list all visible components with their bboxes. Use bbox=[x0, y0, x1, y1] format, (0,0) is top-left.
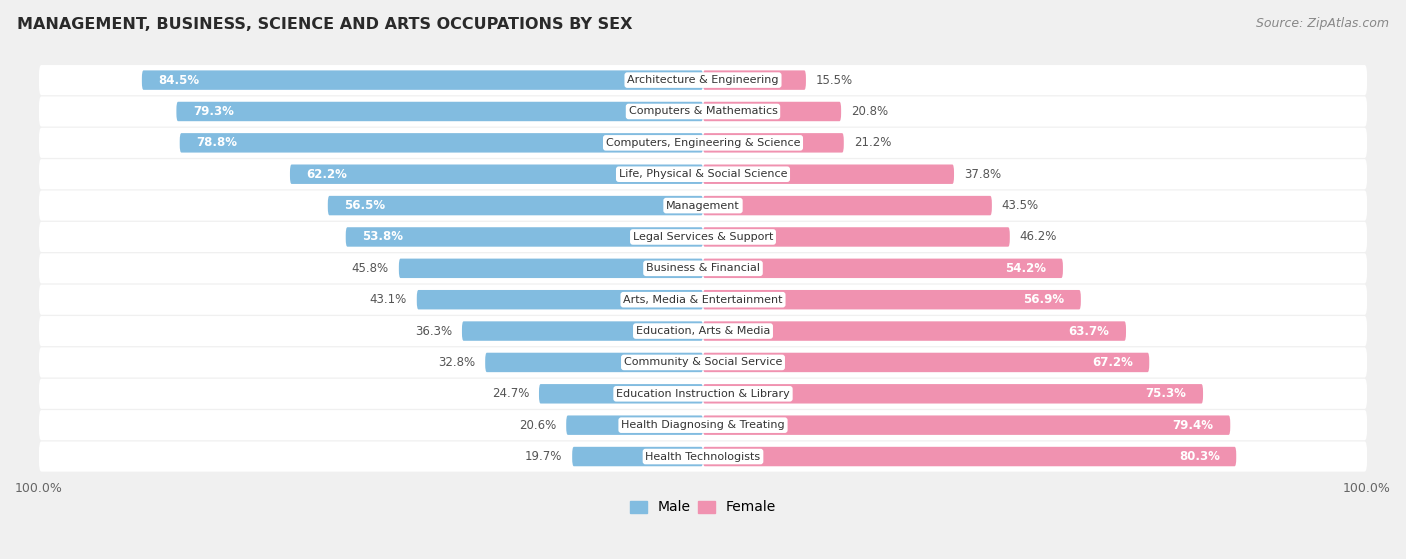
Text: Education, Arts & Media: Education, Arts & Media bbox=[636, 326, 770, 336]
Text: 21.2%: 21.2% bbox=[853, 136, 891, 149]
FancyBboxPatch shape bbox=[39, 285, 1367, 315]
FancyBboxPatch shape bbox=[142, 70, 703, 90]
Text: Arts, Media & Entertainment: Arts, Media & Entertainment bbox=[623, 295, 783, 305]
FancyBboxPatch shape bbox=[703, 447, 1236, 466]
Text: 36.3%: 36.3% bbox=[415, 325, 451, 338]
FancyBboxPatch shape bbox=[290, 164, 703, 184]
Text: Health Diagnosing & Treating: Health Diagnosing & Treating bbox=[621, 420, 785, 430]
Text: 84.5%: 84.5% bbox=[159, 74, 200, 87]
Text: 19.7%: 19.7% bbox=[524, 450, 562, 463]
Text: Legal Services & Support: Legal Services & Support bbox=[633, 232, 773, 242]
Text: 62.2%: 62.2% bbox=[307, 168, 347, 181]
Text: 43.1%: 43.1% bbox=[370, 293, 406, 306]
Text: 63.7%: 63.7% bbox=[1069, 325, 1109, 338]
FancyBboxPatch shape bbox=[39, 159, 1367, 190]
FancyBboxPatch shape bbox=[703, 70, 806, 90]
Text: 78.8%: 78.8% bbox=[197, 136, 238, 149]
Text: Education Instruction & Library: Education Instruction & Library bbox=[616, 389, 790, 399]
FancyBboxPatch shape bbox=[703, 164, 955, 184]
Text: 53.8%: 53.8% bbox=[363, 230, 404, 244]
FancyBboxPatch shape bbox=[485, 353, 703, 372]
Text: 20.6%: 20.6% bbox=[519, 419, 557, 432]
FancyBboxPatch shape bbox=[399, 259, 703, 278]
FancyBboxPatch shape bbox=[538, 384, 703, 404]
FancyBboxPatch shape bbox=[39, 222, 1367, 252]
Text: Architecture & Engineering: Architecture & Engineering bbox=[627, 75, 779, 85]
Text: Life, Physical & Social Science: Life, Physical & Social Science bbox=[619, 169, 787, 179]
FancyBboxPatch shape bbox=[346, 227, 703, 247]
Text: 80.3%: 80.3% bbox=[1178, 450, 1219, 463]
FancyBboxPatch shape bbox=[703, 102, 841, 121]
Text: 45.8%: 45.8% bbox=[352, 262, 389, 275]
FancyBboxPatch shape bbox=[703, 227, 1010, 247]
FancyBboxPatch shape bbox=[703, 133, 844, 153]
Text: Source: ZipAtlas.com: Source: ZipAtlas.com bbox=[1256, 17, 1389, 30]
Text: 79.3%: 79.3% bbox=[193, 105, 233, 118]
FancyBboxPatch shape bbox=[703, 196, 991, 215]
Text: 32.8%: 32.8% bbox=[439, 356, 475, 369]
FancyBboxPatch shape bbox=[39, 191, 1367, 221]
FancyBboxPatch shape bbox=[39, 316, 1367, 346]
Text: 75.3%: 75.3% bbox=[1146, 387, 1187, 400]
Text: 15.5%: 15.5% bbox=[815, 74, 853, 87]
Text: 56.5%: 56.5% bbox=[344, 199, 385, 212]
Text: 37.8%: 37.8% bbox=[965, 168, 1001, 181]
Text: 79.4%: 79.4% bbox=[1173, 419, 1213, 432]
FancyBboxPatch shape bbox=[39, 253, 1367, 283]
FancyBboxPatch shape bbox=[39, 442, 1367, 472]
FancyBboxPatch shape bbox=[39, 96, 1367, 126]
Text: Community & Social Service: Community & Social Service bbox=[624, 357, 782, 367]
FancyBboxPatch shape bbox=[567, 415, 703, 435]
FancyBboxPatch shape bbox=[39, 410, 1367, 440]
FancyBboxPatch shape bbox=[703, 384, 1204, 404]
FancyBboxPatch shape bbox=[703, 321, 1126, 341]
Text: 46.2%: 46.2% bbox=[1019, 230, 1057, 244]
Text: Business & Financial: Business & Financial bbox=[645, 263, 761, 273]
Text: 54.2%: 54.2% bbox=[1005, 262, 1046, 275]
Text: 24.7%: 24.7% bbox=[492, 387, 529, 400]
Text: 43.5%: 43.5% bbox=[1002, 199, 1039, 212]
FancyBboxPatch shape bbox=[416, 290, 703, 310]
Text: 67.2%: 67.2% bbox=[1092, 356, 1133, 369]
Text: 20.8%: 20.8% bbox=[851, 105, 889, 118]
FancyBboxPatch shape bbox=[39, 65, 1367, 95]
FancyBboxPatch shape bbox=[39, 379, 1367, 409]
FancyBboxPatch shape bbox=[703, 290, 1081, 310]
FancyBboxPatch shape bbox=[39, 128, 1367, 158]
FancyBboxPatch shape bbox=[328, 196, 703, 215]
Text: Computers, Engineering & Science: Computers, Engineering & Science bbox=[606, 138, 800, 148]
FancyBboxPatch shape bbox=[180, 133, 703, 153]
Legend: Male, Female: Male, Female bbox=[624, 495, 782, 520]
FancyBboxPatch shape bbox=[703, 259, 1063, 278]
Text: Management: Management bbox=[666, 201, 740, 211]
FancyBboxPatch shape bbox=[463, 321, 703, 341]
Text: MANAGEMENT, BUSINESS, SCIENCE AND ARTS OCCUPATIONS BY SEX: MANAGEMENT, BUSINESS, SCIENCE AND ARTS O… bbox=[17, 17, 633, 32]
FancyBboxPatch shape bbox=[703, 353, 1149, 372]
FancyBboxPatch shape bbox=[572, 447, 703, 466]
Text: 56.9%: 56.9% bbox=[1024, 293, 1064, 306]
FancyBboxPatch shape bbox=[703, 415, 1230, 435]
FancyBboxPatch shape bbox=[39, 347, 1367, 377]
FancyBboxPatch shape bbox=[176, 102, 703, 121]
Text: Health Technologists: Health Technologists bbox=[645, 452, 761, 462]
Text: Computers & Mathematics: Computers & Mathematics bbox=[628, 106, 778, 116]
